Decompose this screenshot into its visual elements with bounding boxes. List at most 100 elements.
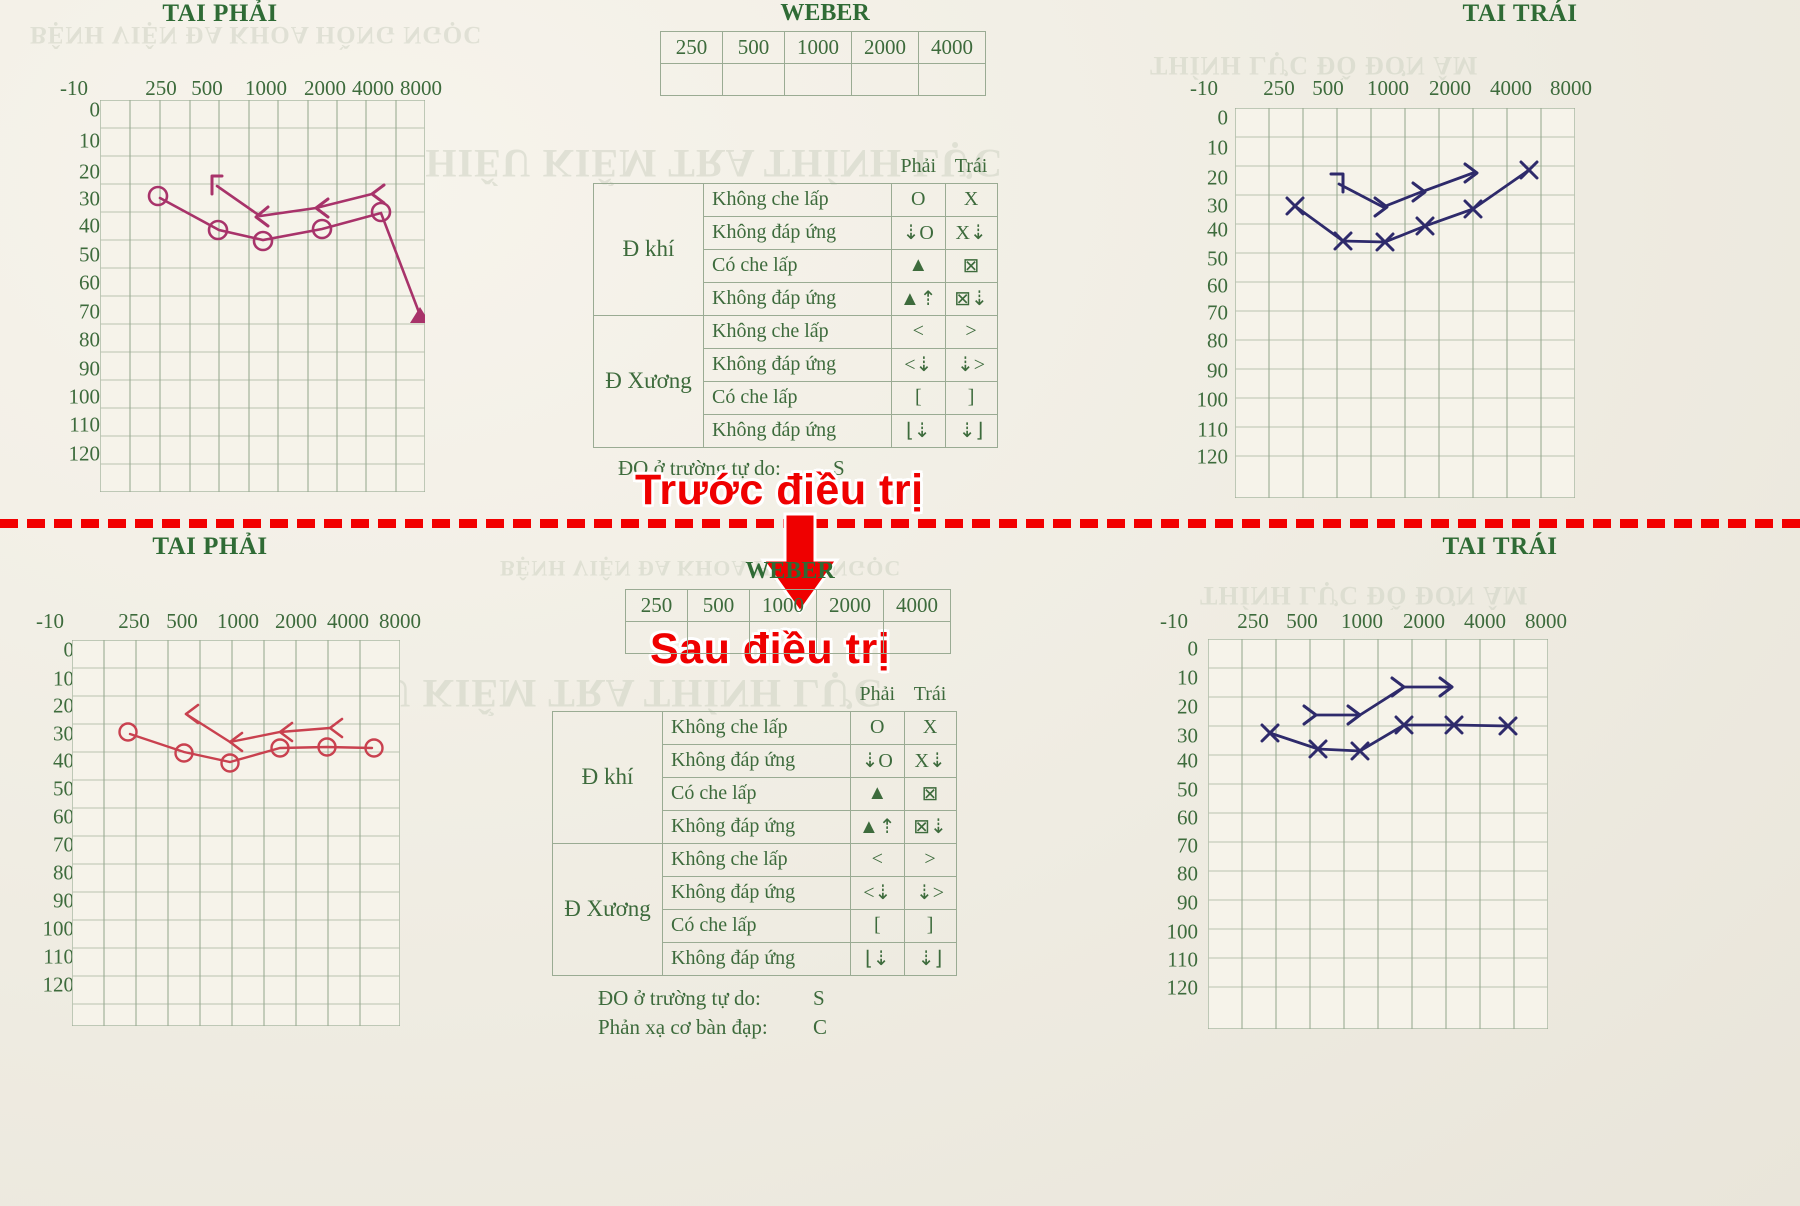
db-tick-0: 0 — [1187, 636, 1199, 661]
legend-desc: Không che lấp — [662, 710, 851, 745]
legend-row: Đ Xương Không che lấp < > — [593, 314, 998, 448]
weber-col-4000: 4000 — [918, 31, 986, 64]
freq-tick-1000: 1000 — [1367, 76, 1409, 100]
weber-col-250: 250 — [625, 589, 688, 622]
legend-symbol-left: X — [903, 710, 957, 745]
legend-symbol-right: ▲ — [891, 248, 946, 283]
freq-tick-4000: 4000 — [1490, 76, 1532, 100]
weber-val-2000[interactable] — [816, 621, 884, 654]
freq-tick-1000: 1000 — [1341, 609, 1383, 633]
weber-table[interactable]: 250 500 1000 2000 4000 — [625, 589, 951, 654]
weber-title: WEBER — [780, 0, 870, 26]
db-tick-100: 100 — [1166, 919, 1199, 944]
db-tick-120: 120 — [68, 441, 101, 466]
legend-header-right: Phải — [900, 154, 937, 177]
db-axis: 0 10 20 30 40 50 60 70 80 90 100 110 120 — [1180, 28, 1229, 469]
freq-tick-2000: 2000 — [1429, 76, 1471, 100]
db-tick-10: 10 — [53, 666, 74, 691]
weber-title: WEBER — [745, 558, 835, 584]
weber-header-row: 250 500 1000 2000 4000 — [625, 589, 951, 622]
db-tick-70: 70 — [79, 299, 100, 324]
legend-desc: Không đáp ứng — [662, 809, 851, 844]
weber-val-500[interactable] — [722, 63, 785, 96]
legend-row: Không đáp ứng <⇣ ⇣> — [594, 347, 998, 382]
legend-symbol-left: > — [903, 842, 957, 877]
db-tick-70: 70 — [1207, 300, 1228, 325]
weber-val-500[interactable] — [687, 621, 750, 654]
weber-value-row — [660, 63, 986, 96]
db-tick-0: 0 — [1217, 105, 1229, 130]
db-tick-80: 80 — [79, 327, 100, 352]
legend-symbol-right: <⇣ — [850, 875, 905, 910]
legend-symbol-left: ⊠ — [944, 248, 998, 283]
weber-col-2000: 2000 — [816, 589, 884, 622]
weber-block-bottom: WEBER 250 500 1000 2000 4000 — [625, 558, 1105, 654]
audiogram-before-right: TAI PHẢI -10 250 500 1000 2000 4000 8000… — [0, 0, 470, 492]
legend-desc: Không đáp ứng — [703, 281, 892, 316]
freq-tick-2000: 2000 — [1403, 609, 1445, 633]
legend-row: Không đáp ứng ▲⇡ ⊠⇣ — [594, 281, 998, 316]
freq-tick-8000: 8000 — [400, 76, 442, 100]
label-before-treatment: Trước điều trị — [635, 466, 924, 514]
weber-val-4000[interactable] — [883, 621, 951, 654]
weber-value-row — [625, 621, 951, 654]
freq-tick-4000: 4000 — [327, 609, 369, 633]
legend-row: Không đáp ứng <⇣ ⇣> — [553, 875, 957, 910]
db-tick-20: 20 — [1207, 165, 1228, 190]
db-tick-80: 80 — [53, 860, 74, 885]
db-tick-30: 30 — [1177, 723, 1198, 748]
weber-val-1000[interactable] — [784, 63, 852, 96]
legend-header-row: Phải Trái — [594, 150, 998, 183]
weber-table[interactable]: 250 500 1000 2000 4000 — [660, 31, 986, 96]
db-tick-30: 30 — [79, 186, 100, 211]
legend-symbol-right: <⇣ — [891, 347, 946, 382]
db-tick-10: 10 — [1177, 665, 1198, 690]
freq-tick-500: 500 — [191, 76, 223, 100]
legend-table-top: Phải Trái Đ khí Không che lấp O X Không … — [593, 150, 998, 481]
legend-symbol-left: ] — [903, 908, 957, 943]
db-tick-80: 80 — [1177, 861, 1198, 886]
legend-desc: Có che lấp — [703, 248, 892, 283]
weber-val-2000[interactable] — [851, 63, 919, 96]
db-tick-50: 50 — [1177, 777, 1198, 802]
legend-desc: Có che lấp — [703, 380, 892, 415]
db-tick-50: 50 — [53, 776, 74, 801]
axis-min-label: -10 — [1190, 76, 1218, 100]
weber-col-2000: 2000 — [851, 31, 919, 64]
legend-symbol-right: ⇣O — [850, 743, 905, 778]
db-tick-100: 100 — [1196, 387, 1229, 412]
legend-desc: Không che lấp — [703, 314, 892, 349]
freq-tick-500: 500 — [166, 609, 198, 633]
audiogram-after-left: TAI TRÁI -10 250 500 1000 2000 4000 8000… — [1140, 533, 1800, 1033]
weber-val-250[interactable] — [625, 621, 688, 654]
db-tick-60: 60 — [1207, 273, 1228, 298]
freq-tick-250: 250 — [145, 76, 177, 100]
legend-symbol-left: ⊠⇣ — [903, 809, 957, 844]
chart-title: TAI TRÁI — [1462, 0, 1578, 27]
legend-row: Đ khí Không che lấp O X — [593, 182, 998, 316]
weber-col-1000: 1000 — [749, 589, 817, 622]
legend-symbol-right: ⇣O — [891, 215, 946, 250]
down-arrow-icon — [760, 512, 840, 615]
legend-group-bone: Đ Xương — [552, 842, 663, 976]
legend-symbol-right: < — [850, 842, 905, 877]
db-tick-90: 90 — [79, 356, 100, 381]
db-tick-120: 120 — [1196, 444, 1229, 469]
legend-group-bone: Đ Xương — [593, 314, 704, 448]
legend-symbol-right: < — [891, 314, 946, 349]
legend-symbol-left: ⇣> — [903, 875, 957, 910]
legend-symbol-right: O — [891, 182, 946, 217]
db-tick-80: 80 — [1207, 328, 1228, 353]
freq-tick-250: 250 — [1263, 76, 1295, 100]
db-tick-50: 50 — [1207, 246, 1228, 271]
legend-desc: Không đáp ứng — [703, 215, 892, 250]
weber-val-4000[interactable] — [918, 63, 986, 96]
weber-val-250[interactable] — [660, 63, 723, 96]
legend-row: Không đáp ứng ⇣O X⇣ — [553, 743, 957, 778]
legend-header-left: Trái — [913, 682, 947, 705]
weber-val-1000[interactable] — [749, 621, 817, 654]
chart-title: TAI PHẢI — [162, 0, 278, 27]
weber-header-row: 250 500 1000 2000 4000 — [660, 31, 986, 64]
chart-title: TAI PHẢI — [152, 533, 268, 560]
weber-block-top: WEBER 250 500 1000 2000 4000 — [660, 0, 1140, 96]
